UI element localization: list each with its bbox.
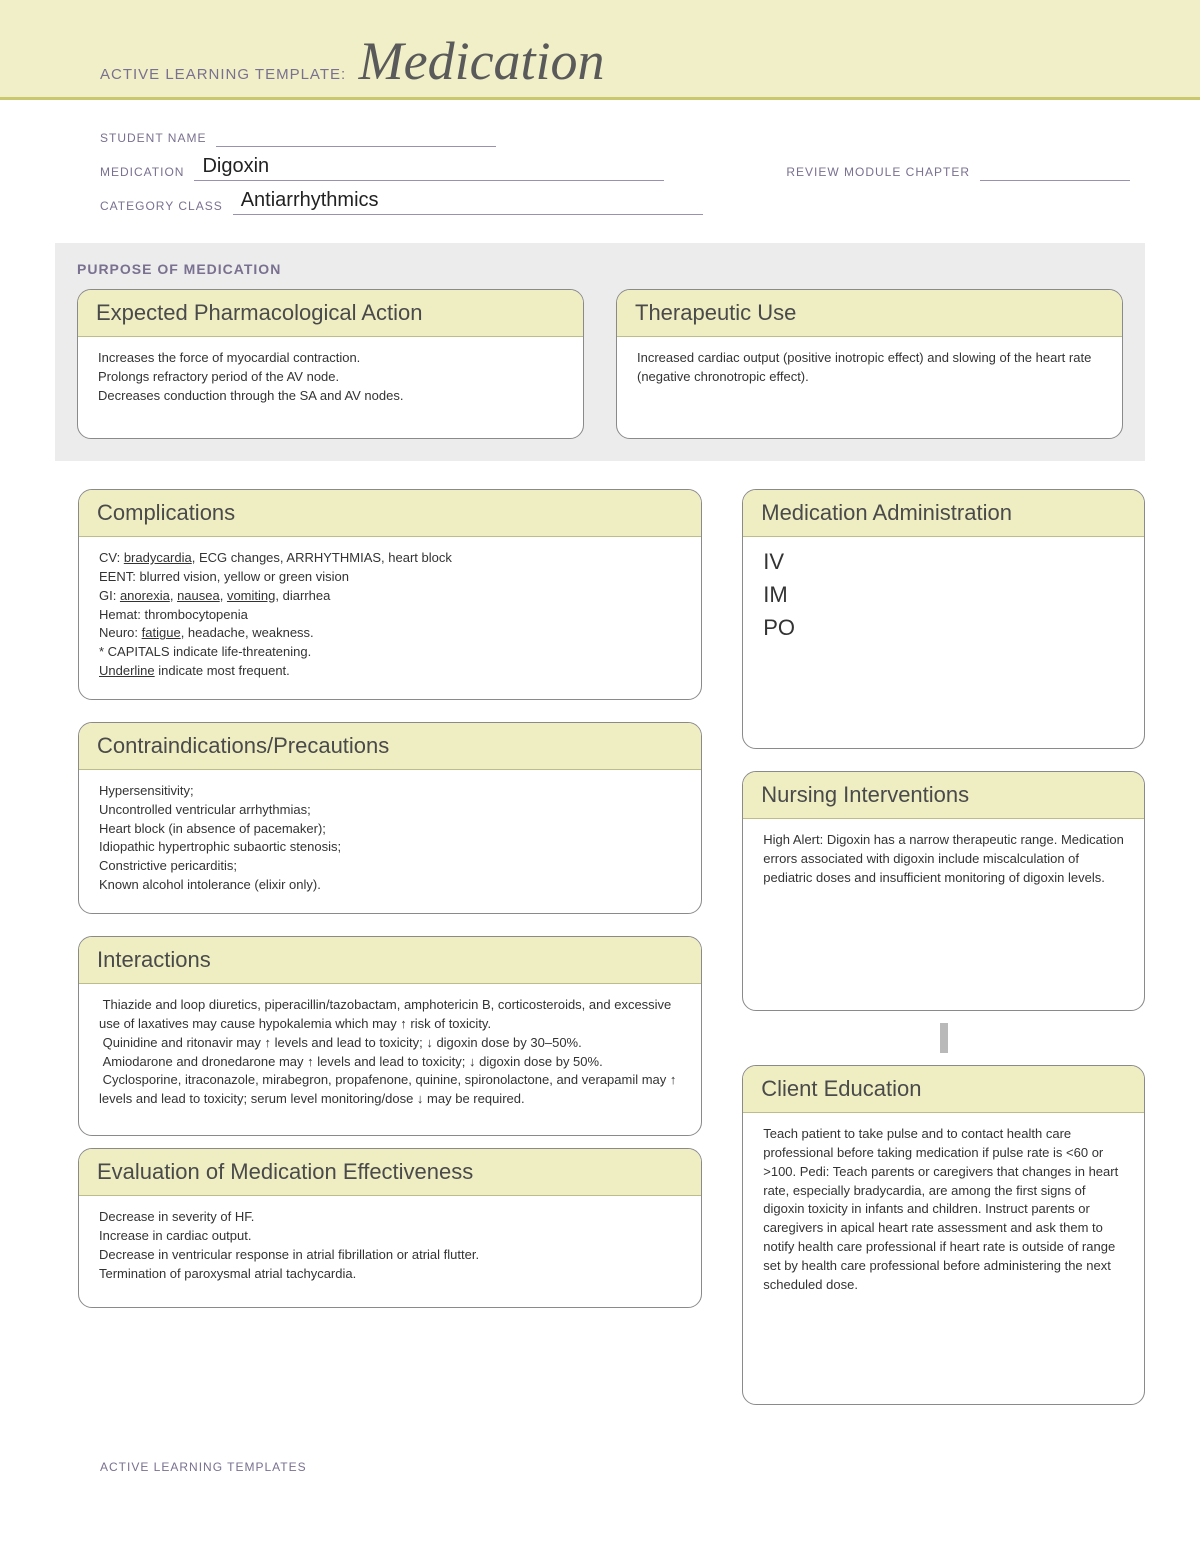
evaluation-card: Evaluation of Medication Effectiveness D… [78,1148,702,1308]
medication-field[interactable]: Digoxin [194,155,664,181]
therapeutic-use-card: Therapeutic Use Increased cardiac output… [616,289,1123,439]
nursing-interventions-title: Nursing Interventions [743,772,1144,819]
complications-title: Complications [79,490,701,537]
category-class-label: CATEGORY CLASS [100,199,223,215]
contraindications-title: Contraindications/Precautions [79,723,701,770]
left-column: Complications CV: bradycardia, ECG chang… [78,489,702,1405]
expected-action-title: Expected Pharmacological Action [78,290,583,337]
complications-card: Complications CV: bradycardia, ECG chang… [78,489,702,700]
category-class-field[interactable]: Antiarrhythmics [233,189,703,215]
route-po: PO [763,611,1124,644]
route-iv: IV [763,545,1124,578]
evaluation-title: Evaluation of Medication Effectiveness [79,1149,701,1196]
purpose-section: PURPOSE OF MEDICATION Expected Pharmacol… [55,243,1145,461]
header-banner: ACTIVE LEARNING TEMPLATE: Medication [0,0,1200,100]
meta-section: STUDENT NAME MEDICATION Digoxin REVIEW M… [0,100,1200,243]
medication-administration-card: Medication Administration IV IM PO [742,489,1145,749]
interactions-body: Thiazide and loop diuretics, piperacilli… [79,984,701,1127]
template-title: Medication [359,31,605,91]
purpose-heading: PURPOSE OF MEDICATION [77,261,1123,277]
expected-action-body: Increases the force of myocardial contra… [78,337,583,424]
route-im: IM [763,578,1124,611]
medication-label: MEDICATION [100,165,184,181]
student-name-field[interactable] [216,125,496,147]
nursing-interventions-body: High Alert: Digoxin has a narrow therape… [743,819,1144,906]
medication-administration-title: Medication Administration [743,490,1144,537]
client-education-body: Teach patient to take pulse and to conta… [743,1113,1144,1313]
footer-text: ACTIVE LEARNING TEMPLATES [0,1425,1200,1504]
client-education-title: Client Education [743,1066,1144,1113]
interactions-card: Interactions Thiazide and loop diuretics… [78,936,702,1136]
contraindications-card: Contraindications/Precautions Hypersensi… [78,722,702,914]
therapeutic-use-body: Increased cardiac output (positive inotr… [617,337,1122,405]
template-label: ACTIVE LEARNING TEMPLATE: [100,66,346,83]
student-name-label: STUDENT NAME [100,131,206,147]
review-chapter-label: REVIEW MODULE CHAPTER [786,165,970,181]
lower-grid: Complications CV: bradycardia, ECG chang… [0,461,1200,1425]
review-chapter-field[interactable] [980,159,1130,181]
expected-action-card: Expected Pharmacological Action Increase… [77,289,584,439]
medication-administration-body: IV IM PO [743,537,1144,662]
nursing-interventions-card: Nursing Interventions High Alert: Digoxi… [742,771,1145,1011]
evaluation-body: Decrease in severity of HF. Increase in … [79,1196,701,1301]
client-education-card: Client Education Teach patient to take p… [742,1065,1145,1405]
right-column: Medication Administration IV IM PO Nursi… [742,489,1145,1405]
contraindications-body: Hypersensitivity; Uncontrolled ventricul… [79,770,701,913]
connector-line [940,1023,948,1053]
interactions-title: Interactions [79,937,701,984]
complications-body: CV: bradycardia, ECG changes, ARRHYTHMIA… [79,537,701,699]
therapeutic-use-title: Therapeutic Use [617,290,1122,337]
